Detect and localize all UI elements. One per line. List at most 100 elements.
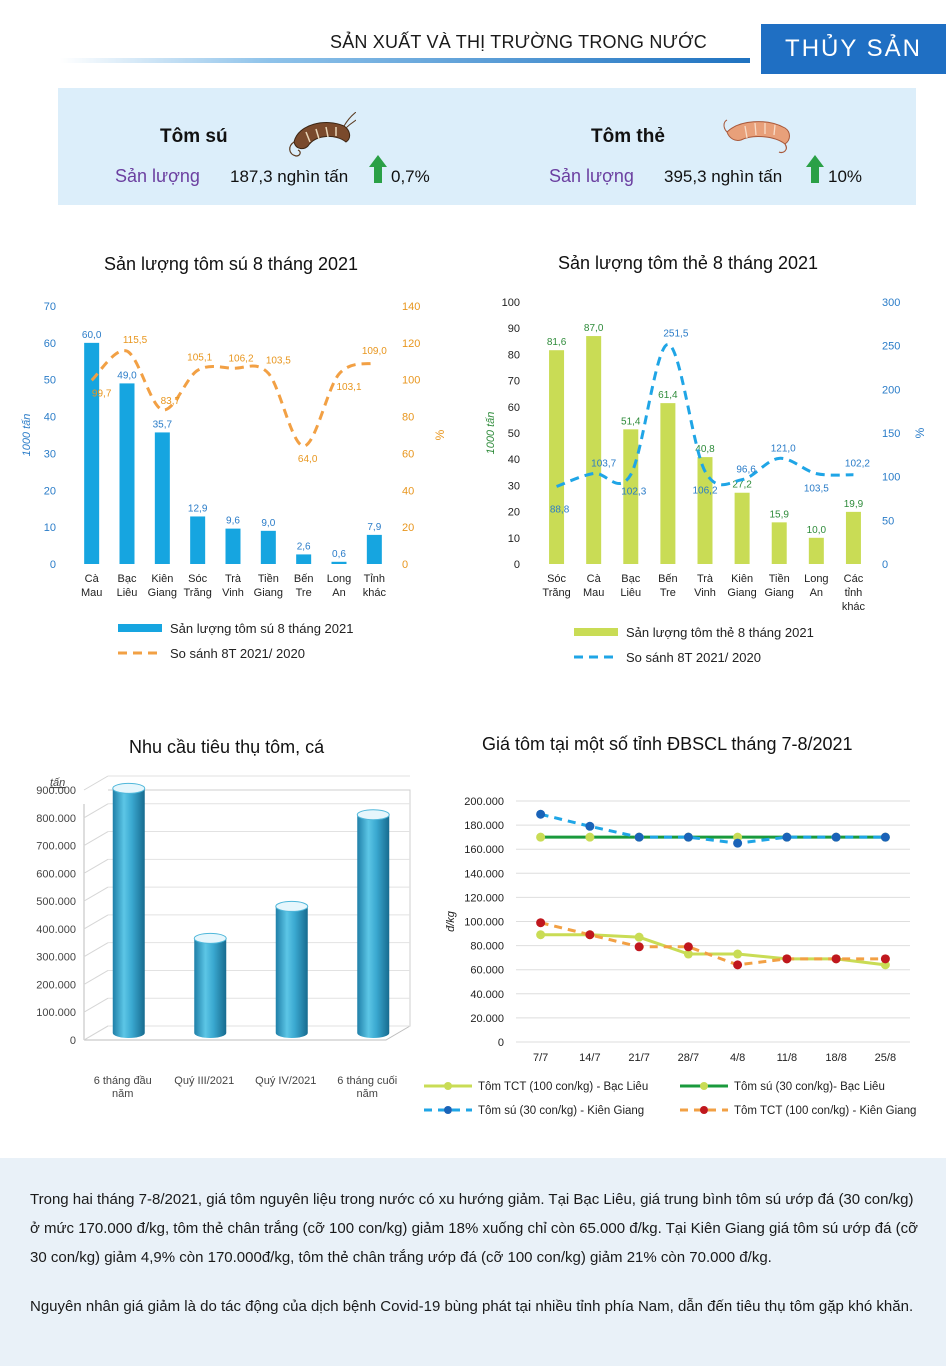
legend-marker xyxy=(444,1106,452,1114)
gridline-diag xyxy=(83,886,109,902)
up-arrow-icon xyxy=(806,155,824,183)
bar xyxy=(366,534,382,564)
legend-marker xyxy=(444,1082,452,1090)
price-point xyxy=(831,954,841,964)
gridline-diag xyxy=(83,970,109,985)
y2-tick-label: 100 xyxy=(882,472,900,484)
chart2-title: Sản lượng tôm thẻ 8 tháng 2021 xyxy=(558,253,819,273)
price-point xyxy=(585,832,595,842)
x-tick-label: Bến xyxy=(658,573,678,585)
bar xyxy=(845,511,861,564)
legend-label: Tôm TCT (100 con/kg) - Kiên Giang xyxy=(734,1105,916,1117)
y2-tick-label: 0 xyxy=(882,559,888,571)
x-tick-label: An xyxy=(332,587,345,599)
price-point xyxy=(683,832,693,842)
cylinder-top xyxy=(193,932,227,944)
y2-tick-label: 150 xyxy=(882,428,900,440)
y2-tick-label: 0 xyxy=(402,559,408,571)
y-tick-label: 300.000 xyxy=(36,952,76,964)
cylinder-bar xyxy=(357,814,390,1038)
gridline-diag xyxy=(83,942,109,958)
y-tick-label: 120.000 xyxy=(464,892,504,904)
cylinder-top xyxy=(112,782,146,794)
x-tick-label: 14/7 xyxy=(579,1052,600,1064)
bar-value-label: 12,9 xyxy=(188,503,208,514)
cylinder-top xyxy=(356,809,390,821)
y-tick-label: 10 xyxy=(44,522,56,534)
gridline-diag xyxy=(83,775,109,791)
legend-label: Tôm sú (30 con/kg) - Kiên Giang xyxy=(478,1105,644,1117)
y2-tick-label: 60 xyxy=(402,448,414,460)
line-value-label: 106,2 xyxy=(228,353,253,364)
line-value-label: 96,6 xyxy=(736,465,756,476)
left-output-label: Sản lượng xyxy=(115,166,200,186)
bar-value-label: 81,6 xyxy=(547,337,567,348)
bar-value-label: 27,2 xyxy=(732,480,752,491)
x-tick-label: Giang xyxy=(765,587,794,599)
y2-tick-label: 20 xyxy=(402,522,414,534)
x-tick-label: Sóc xyxy=(547,573,566,585)
price-point xyxy=(634,832,644,842)
bar xyxy=(296,554,312,564)
section-title: SẢN XUẤT VÀ THỊ TRƯỜNG TRONG NƯỚC xyxy=(330,32,707,52)
x-tick-label: Kiên xyxy=(151,573,173,585)
line-value-label: 103,5 xyxy=(804,484,829,495)
y-tick-label: 60.000 xyxy=(470,965,504,977)
legend-label: Tôm sú (30 con/kg)- Bạc Liêu xyxy=(734,1081,885,1093)
y2-tick-label: 50 xyxy=(882,515,894,527)
chart4-shrimp-prices: 0 20.000 40.000 60.000 80.000 100.000 120.000 1… xyxy=(424,796,916,1117)
price-point xyxy=(634,932,644,942)
x-tick-label: Vinh xyxy=(694,587,716,599)
y-tick-label: 10 xyxy=(508,533,520,545)
line-value-label: 121,0 xyxy=(771,443,796,454)
bar xyxy=(549,350,565,564)
line-value-label: 105,1 xyxy=(187,352,212,363)
gridline-diag xyxy=(83,1025,109,1041)
line-value-label: 102,3 xyxy=(621,487,646,498)
summary-panel: Tôm sú Sản lượng 187,3 nghìn tấn 0,7% Tô… xyxy=(58,88,916,205)
x-tick-label: Quý IV/2021 xyxy=(255,1075,316,1087)
x-tick-label: Giang xyxy=(148,587,177,599)
y-tick-label: 40 xyxy=(508,454,520,466)
y-axis-title: 1000 tấn xyxy=(21,414,33,457)
bar xyxy=(331,561,347,564)
x-tick-label: Các xyxy=(844,573,864,585)
left-change: 0,7% xyxy=(391,167,430,186)
bar-value-label: 40,8 xyxy=(695,444,715,455)
legend-marker xyxy=(700,1106,708,1114)
gridline-diag xyxy=(83,914,109,930)
y-tick-label: 0 xyxy=(70,1035,76,1047)
x-tick-label: tỉnh xyxy=(845,587,863,599)
price-point xyxy=(831,832,841,842)
bar xyxy=(84,342,100,564)
line-value-label: 106,2 xyxy=(692,485,717,496)
legend-bar-swatch xyxy=(118,624,162,632)
legend-label: Tôm TCT (100 con/kg) - Bạc Liêu xyxy=(478,1081,648,1093)
y-tick-label: 20.000 xyxy=(470,1013,504,1025)
x-tick-label: Tiền xyxy=(769,573,790,585)
x-tick-label: An xyxy=(810,587,823,599)
x-tick-label: Trăng xyxy=(184,587,212,599)
price-point xyxy=(585,930,595,940)
bar xyxy=(586,336,602,564)
whiteleg-shrimp-icon xyxy=(723,119,790,154)
black-tiger-shrimp-icon xyxy=(289,112,356,157)
y2-tick-label: 120 xyxy=(402,338,420,350)
y-tick-label: 100.000 xyxy=(464,917,504,929)
right-change: 10% xyxy=(828,167,863,186)
y-tick-label: 0 xyxy=(498,1037,504,1049)
y2-tick-label: 250 xyxy=(882,341,900,353)
y-axis-title: 1000 tấn xyxy=(485,412,497,455)
commentary-paragraph-1: Trong hai tháng 7-8/2021, giá tôm nguyên… xyxy=(30,1191,918,1266)
y-tick-label: 40 xyxy=(44,412,56,424)
bar xyxy=(734,492,750,564)
bar-value-label: 60,0 xyxy=(82,330,102,341)
bar xyxy=(697,457,713,564)
y-tick-label: 160.000 xyxy=(464,844,504,856)
line-value-label: 88,8 xyxy=(550,504,570,515)
x-tick-label: 6 tháng cuối xyxy=(337,1075,397,1087)
bar-value-label: 49,0 xyxy=(117,370,137,381)
price-point xyxy=(683,949,693,959)
y-tick-label: 0 xyxy=(514,559,520,571)
y-tick-label: 800.000 xyxy=(36,813,76,825)
